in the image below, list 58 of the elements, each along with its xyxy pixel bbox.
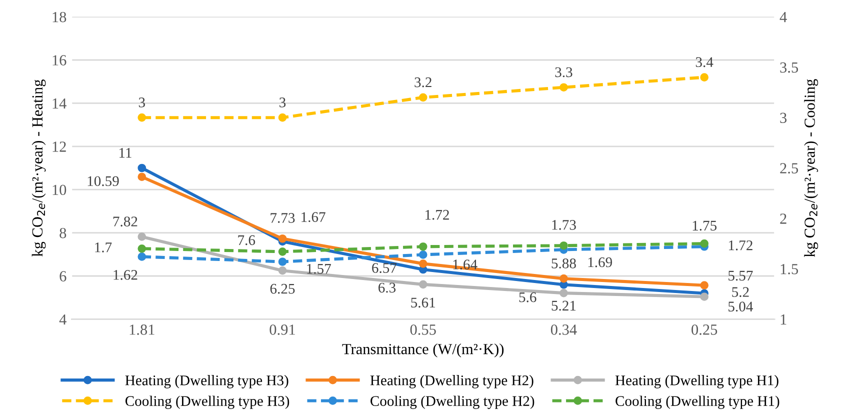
data-label: 3.4 <box>696 57 714 68</box>
y2-tick-label: 4 <box>780 12 787 22</box>
data-label: 5.2 <box>732 287 749 297</box>
y-tick-label: 18 <box>52 12 66 22</box>
y-tick-label: 4 <box>59 314 66 324</box>
legend-label: Heating (Dwelling type H2) <box>370 375 534 388</box>
data-label: 5.21 <box>552 300 576 311</box>
data-label: 7.73 <box>270 213 295 223</box>
data-label: 3.2 <box>414 77 432 88</box>
y-tick-label: 12 <box>52 142 66 152</box>
data-label: 3 <box>138 98 145 108</box>
x-tick-label: 0.55 <box>410 324 436 335</box>
y-tick-label: 6 <box>60 271 66 282</box>
data-label: 7.6 <box>238 235 256 246</box>
y2-tick-label: 3.5 <box>780 62 798 73</box>
data-label: 5.6 <box>519 292 536 302</box>
legend-label: Cooling (Dwelling type H3) <box>125 396 290 409</box>
legend-label: Heating (Dwelling type H3) <box>125 375 288 388</box>
data-label: 6.3 <box>378 282 396 293</box>
data-label: 6.57 <box>372 263 397 273</box>
data-label: 1.72 <box>426 210 449 220</box>
data-label: 1.62 <box>114 270 138 280</box>
data-label: 1.73 <box>552 220 576 230</box>
y-axis-title: kg CO$_{2e}$/(m²·year) - Heating <box>32 80 46 257</box>
data-label: 1.57 <box>307 264 331 274</box>
data-label: 3.3 <box>555 67 572 78</box>
y2-tick-label: 2 <box>780 214 786 224</box>
legend-label: Cooling (Dwelling type H2) <box>370 396 534 409</box>
y2-axis-title: kg CO$_{2e}$/(m²·year) - Cooling <box>804 79 818 258</box>
x-axis-title: Transmittance (W/(m²·K)) <box>342 343 504 358</box>
data-label: 7.82 <box>113 216 138 227</box>
data-label: 1.69 <box>588 257 612 268</box>
y-tick-label: 14 <box>52 98 66 108</box>
x-tick-label: 1.81 <box>130 324 154 335</box>
data-label: 1.7 <box>95 242 112 252</box>
x-tick-label: 0.34 <box>550 324 577 335</box>
y2-tick-label: 2.5 <box>780 163 798 174</box>
data-label: 5.57 <box>728 270 753 281</box>
y-tick-label: 16 <box>52 55 66 66</box>
data-label: 11 <box>119 148 132 158</box>
y2-tick-label: 1.5 <box>780 264 798 274</box>
y-tick-label: 8 <box>60 228 66 238</box>
data-label: 1.72 <box>728 240 752 250</box>
data-label: 6.25 <box>270 284 295 294</box>
data-label: 1.67 <box>302 212 326 222</box>
data-label: 5.61 <box>411 298 435 308</box>
y2-tick-label: 3 <box>780 112 787 124</box>
legend-label: Cooling (Dwelling type H1) <box>616 396 780 409</box>
data-label: 1.75 <box>692 220 717 231</box>
data-label: 10.59 <box>88 176 119 186</box>
x-tick-label: 0.91 <box>270 324 295 335</box>
data-label: 3 <box>280 98 286 108</box>
y-tick-label: 10 <box>52 184 66 196</box>
legend-label: Heating (Dwelling type H1) <box>615 375 778 388</box>
data-label: 5.88 <box>552 258 576 268</box>
data-label: 5.04 <box>728 302 753 312</box>
y2-tick-label: 1 <box>780 314 786 324</box>
x-tick-label: 0.25 <box>692 324 718 335</box>
